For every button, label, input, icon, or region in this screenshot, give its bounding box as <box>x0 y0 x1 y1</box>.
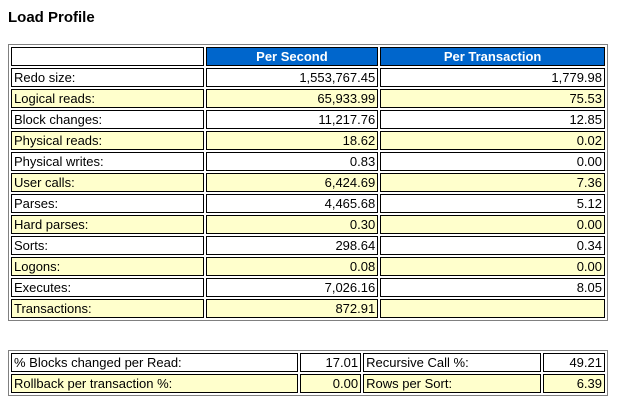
row-label: Transactions: <box>11 299 204 318</box>
metric-value: 0.00 <box>299 374 362 393</box>
per-second-value: 11,217.76 <box>205 110 379 129</box>
table-row: Logical reads: 65,933.99 75.53 <box>11 89 605 108</box>
table-row: Redo size: 1,553,767.45 1,779.98 <box>11 68 605 87</box>
table-row: Block changes: 11,217.76 12.85 <box>11 110 605 129</box>
per-second-value: 872.91 <box>205 299 379 318</box>
metric-value: 49.21 <box>542 353 605 372</box>
per-transaction-value: 0.00 <box>380 257 605 276</box>
per-transaction-value: 8.05 <box>380 278 605 297</box>
table-row: Hard parses: 0.30 0.00 <box>11 215 605 234</box>
row-label: User calls: <box>11 173 204 192</box>
header-blank-cell <box>11 47 204 66</box>
per-second-value: 0.30 <box>205 215 379 234</box>
header-per-second: Per Second <box>205 47 379 66</box>
row-label: Physical writes: <box>11 152 204 171</box>
per-second-value: 298.64 <box>205 236 379 255</box>
per-second-value: 6,424.69 <box>205 173 379 192</box>
load-profile-table: Per Second Per Transaction Redo size: 1,5… <box>8 44 608 321</box>
row-label: Parses: <box>11 194 204 213</box>
per-transaction-value: 0.00 <box>380 215 605 234</box>
row-label: Block changes: <box>11 110 204 129</box>
table-row: Rollback per transaction %: 0.00 Rows per … <box>11 374 605 393</box>
per-second-value: 18.62 <box>205 131 379 150</box>
per-transaction-value: 0.34 <box>380 236 605 255</box>
metric-label: Rows per Sort: <box>363 374 541 393</box>
table-row: Parses: 4,465.68 5.12 <box>11 194 605 213</box>
row-label: Logical reads: <box>11 89 204 108</box>
table-row: Sorts: 298.64 0.34 <box>11 236 605 255</box>
per-second-value: 65,933.99 <box>205 89 379 108</box>
table-row: Logons: 0.08 0.00 <box>11 257 605 276</box>
row-label: Executes: <box>11 278 204 297</box>
per-transaction-value: 5.12 <box>380 194 605 213</box>
row-label: Redo size: <box>11 68 204 87</box>
table-row: Transactions: 872.91 <box>11 299 605 318</box>
per-second-value: 1,553,767.45 <box>205 68 379 87</box>
table-row: Executes: 7,026.16 8.05 <box>11 278 605 297</box>
per-second-value: 4,465.68 <box>205 194 379 213</box>
per-transaction-value: 12.85 <box>380 110 605 129</box>
row-label: Physical reads: <box>11 131 204 150</box>
metric-value: 6.39 <box>542 374 605 393</box>
per-transaction-value: 0.02 <box>380 131 605 150</box>
per-second-value: 7,026.16 <box>205 278 379 297</box>
metric-label: % Blocks changed per Read: <box>11 353 298 372</box>
per-second-value: 0.08 <box>205 257 379 276</box>
per-transaction-value: 7.36 <box>380 173 605 192</box>
row-label: Sorts: <box>11 236 204 255</box>
per-second-value: 0.83 <box>205 152 379 171</box>
per-transaction-value <box>380 299 605 318</box>
efficiency-table: % Blocks changed per Read: 17.01 Recursive… <box>8 350 608 396</box>
per-transaction-value: 0.00 <box>380 152 605 171</box>
table-header-row: Per Second Per Transaction <box>11 47 605 66</box>
row-label: Hard parses: <box>11 215 204 234</box>
table-row: User calls: 6,424.69 7.36 <box>11 173 605 192</box>
metric-value: 17.01 <box>299 353 362 372</box>
table-row: Physical reads: 18.62 0.02 <box>11 131 605 150</box>
table-row: Physical writes: 0.83 0.00 <box>11 152 605 171</box>
table-row: % Blocks changed per Read: 17.01 Recursive… <box>11 353 605 372</box>
header-per-transaction: Per Transaction <box>380 47 605 66</box>
per-transaction-value: 75.53 <box>380 89 605 108</box>
page-title: Load Profile <box>8 9 95 26</box>
metric-label: Recursive Call %: <box>363 353 541 372</box>
row-label: Logons: <box>11 257 204 276</box>
metric-label: Rollback per transaction %: <box>11 374 298 393</box>
per-transaction-value: 1,779.98 <box>380 68 605 87</box>
